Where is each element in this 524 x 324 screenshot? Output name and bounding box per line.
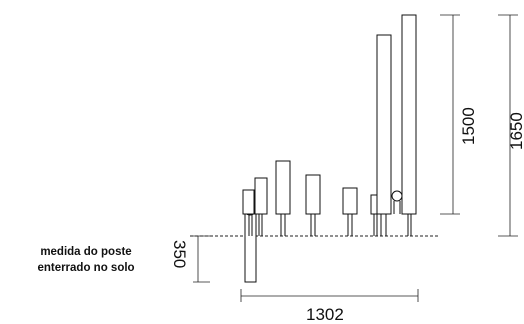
post-group-2	[275, 160, 291, 236]
burial-note-line-2: enterrado no solo	[37, 262, 135, 274]
burial-note-line-1: medida do poste	[40, 246, 132, 258]
post-2-tall	[254, 177, 268, 215]
post-ball-circle	[391, 190, 403, 202]
tall-post-1650	[401, 14, 417, 215]
height-large-label: 1650	[507, 112, 524, 150]
dimension-total-width: 1302	[240, 289, 419, 324]
total-width-label: 1302	[306, 305, 344, 324]
post-4-body	[305, 174, 321, 215]
post-group-4	[342, 187, 358, 236]
burial-depth-label: 350	[170, 240, 189, 268]
dimension-height-large: 1650	[498, 14, 524, 237]
tall-post-1500	[376, 34, 392, 215]
dimension-burial-depth: 350	[170, 235, 210, 283]
height-small-label: 1500	[459, 107, 478, 145]
post-group-6	[376, 14, 417, 236]
buried-post	[244, 211, 257, 283]
post-group-3	[305, 174, 321, 236]
burial-note: medida do poste enterrado no solo	[6, 244, 166, 276]
post-group-1	[242, 177, 268, 236]
dimension-height-small: 1500	[440, 14, 478, 215]
post-3-body	[275, 160, 291, 215]
post-5-body	[342, 187, 358, 215]
post-1-body	[242, 189, 255, 215]
